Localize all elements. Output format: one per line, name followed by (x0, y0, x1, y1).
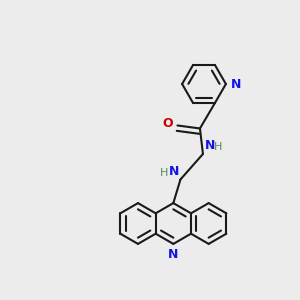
Text: N: N (168, 248, 178, 261)
Text: H: H (160, 168, 168, 178)
Text: N: N (169, 165, 179, 178)
Text: H: H (214, 142, 222, 152)
Text: O: O (162, 118, 173, 130)
Text: N: N (205, 140, 215, 152)
Text: N: N (230, 77, 241, 91)
